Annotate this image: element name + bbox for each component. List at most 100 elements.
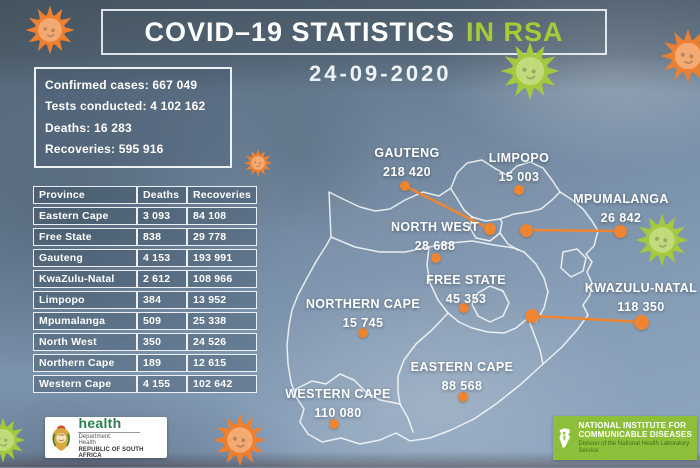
virus-icon [0, 416, 27, 464]
connector-lines [403, 184, 643, 324]
province-value: 28 688 [414, 239, 456, 253]
province-name: KWAZULU-NATAL [584, 281, 698, 295]
table-cell: 193 991 [187, 249, 258, 267]
table-cell: 13 952 [187, 291, 258, 309]
table-cell: Western Cape [33, 375, 137, 393]
table-cell: Northern Cape [33, 354, 137, 372]
nicd-line1: NATIONAL INSTITUTE FOR [578, 421, 687, 430]
province-label-gauteng: GAUTENG 218 420 [347, 146, 467, 179]
table-row: Mpumalanga 509 25 338 [33, 312, 258, 330]
table-column-header: Recoveries [187, 186, 258, 204]
virus-icon [212, 412, 268, 468]
province-value: 15 745 [342, 316, 384, 330]
table-cell: 509 [137, 312, 187, 330]
table-cell: Gauteng [33, 249, 137, 267]
province-value: 15 003 [498, 170, 540, 184]
table-cell: 4 155 [137, 375, 187, 393]
virus-icon [243, 148, 273, 178]
health-logo-word: health [78, 415, 122, 431]
province-name: NORTH WEST [390, 220, 480, 234]
table-cell: North West [33, 333, 137, 351]
data-point-dot-western-cape [329, 419, 339, 429]
virus-icon [24, 4, 76, 56]
province-name: EASTERN CAPE [410, 360, 514, 374]
table-cell: 84 108 [187, 207, 258, 225]
province-label-kwazulu-natal: KWAZULU-NATAL 118 350 [578, 281, 700, 314]
data-point-dot-north-west [431, 253, 441, 263]
table-column-header: Province [33, 186, 137, 204]
province-name: NORTHERN CAPE [305, 297, 421, 311]
data-point-dot-gauteng [400, 181, 410, 191]
data-point-dot-free-state [459, 303, 469, 313]
table-row: Western Cape 4 155 102 642 [33, 375, 258, 393]
table-row: Free State 838 29 778 [33, 228, 258, 246]
province-label-limpopo: LIMPOPO 15 003 [459, 151, 579, 184]
province-table: Province Deaths Recoveries Eastern Cape 3 0… [33, 183, 258, 396]
table-cell: Free State [33, 228, 137, 246]
data-point-dot-kwazulu-natal-map [525, 309, 539, 323]
virus-icon [499, 40, 561, 102]
table-cell: 29 778 [187, 228, 258, 246]
table-cell: Eastern Cape [33, 207, 137, 225]
table-header-row: Province Deaths Recoveries [33, 186, 258, 204]
province-label-north-west: NORTH WEST 28 688 [375, 220, 495, 253]
province-value: 218 420 [383, 165, 431, 179]
table-row: Eastern Cape 3 093 84 108 [33, 207, 258, 225]
data-point-dot-gauteng-map [484, 223, 496, 235]
province-label-free-state: FREE STATE 45 353 [406, 273, 526, 306]
table-row: Northern Cape 189 12 615 [33, 354, 258, 372]
table-cell: 24 526 [187, 333, 258, 351]
report-date: 24-09-2020 [309, 61, 452, 86]
summary-line: Recoveries: 595 916 [45, 142, 164, 157]
data-point-dot-mpumalanga [614, 225, 627, 238]
province-value: 88 568 [441, 379, 483, 393]
table-cell: Limpopo [33, 291, 137, 309]
summary-line: Deaths: 16 283 [45, 120, 132, 135]
province-value: 45 353 [445, 292, 487, 306]
province-name: FREE STATE [426, 273, 506, 287]
sa-coat-of-arms-icon [52, 424, 71, 451]
summary-line: Confirmed cases: 667 049 [45, 78, 198, 92]
table-cell: 12 615 [187, 354, 258, 372]
province-value: 110 080 [314, 406, 362, 420]
data-point-dot-eastern-cape [458, 392, 468, 402]
page-title: COVID–19 STATISTICS IN RSA [101, 9, 607, 55]
province-label-northern-cape: NORTHERN CAPE 15 745 [303, 297, 423, 330]
table-row: North West 350 24 526 [33, 333, 258, 351]
table-column-header: Deaths [137, 186, 187, 204]
nicd-line2: COMMUNICABLE DISEASES [578, 430, 692, 439]
province-value: 118 350 [617, 300, 665, 314]
table-cell: 2 612 [137, 270, 187, 288]
data-point-dot-kwazulu-natal [634, 315, 649, 330]
province-name: WESTERN CAPE [285, 387, 391, 401]
nicd-logo: NATIONAL INSTITUTE FOR COMMUNICABLE DISE… [553, 416, 697, 460]
province-name: GAUTENG [374, 146, 440, 160]
province-label-mpumalanga: MPUMALANGA 26 842 [561, 192, 681, 225]
table-cell: 108 966 [187, 270, 258, 288]
summary-box: Confirmed cases: 667 049 Tests conducted… [34, 67, 232, 169]
table-row: KwaZulu-Natal 2 612 108 966 [33, 270, 258, 288]
divider [78, 432, 141, 433]
province-value: 26 842 [600, 211, 642, 225]
africa-map-icon [559, 427, 571, 448]
table-cell: 350 [137, 333, 187, 351]
title-highlight: IN RSA [466, 16, 564, 47]
health-dept-line1: Department: [78, 434, 112, 440]
health-dept-line2: Health [78, 440, 96, 446]
province-label-western-cape: WESTERN CAPE 110 080 [278, 387, 398, 420]
table-cell: 189 [137, 354, 187, 372]
summary-line: Tests conducted: 4 102 162 [45, 99, 206, 114]
table-cell: Mpumalanga [33, 312, 137, 330]
table-cell: 838 [137, 228, 187, 246]
title-main: COVID–19 STATISTICS [144, 16, 456, 47]
table-cell: 3 093 [137, 207, 187, 225]
table-row: Limpopo 384 13 952 [33, 291, 258, 309]
data-point-dot-limpopo [514, 185, 524, 195]
health-republic-line: REPUBLIC OF SOUTH AFRICA [78, 447, 144, 459]
table-cell: 4 153 [137, 249, 187, 267]
table-cell: 384 [137, 291, 187, 309]
data-point-dot-mpumalanga-map [520, 224, 533, 237]
province-label-eastern-cape: EASTERN CAPE 88 568 [402, 360, 522, 393]
table-cell: 102 642 [187, 375, 258, 393]
